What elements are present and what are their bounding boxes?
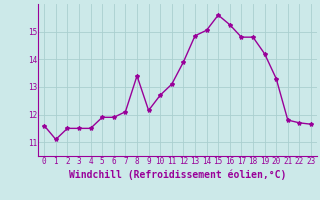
X-axis label: Windchill (Refroidissement éolien,°C): Windchill (Refroidissement éolien,°C) (69, 169, 286, 180)
